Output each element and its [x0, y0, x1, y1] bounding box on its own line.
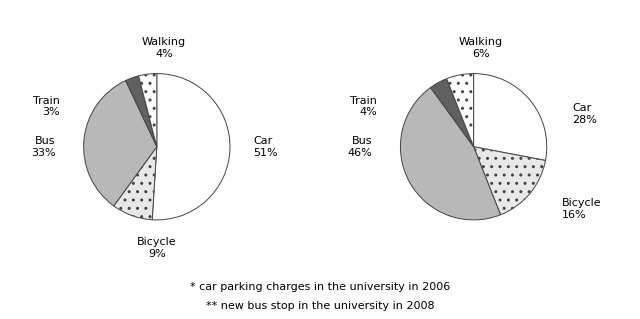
Text: ** new bus stop in the university in 2008: ** new bus stop in the university in 200… [205, 301, 435, 311]
Wedge shape [431, 79, 474, 147]
Text: Train
4%: Train 4% [350, 96, 377, 117]
Text: Bus
46%: Bus 46% [348, 136, 372, 158]
Wedge shape [447, 74, 474, 147]
Text: Bicycle
9%: Bicycle 9% [137, 237, 177, 258]
Text: Bus
33%: Bus 33% [31, 136, 56, 158]
Wedge shape [125, 76, 157, 147]
Text: Bicycle
16%: Bicycle 16% [561, 198, 601, 220]
Text: Car
28%: Car 28% [572, 103, 597, 125]
Text: Car
51%: Car 51% [253, 136, 278, 158]
Wedge shape [401, 87, 500, 220]
Text: Train
3%: Train 3% [33, 96, 60, 117]
Wedge shape [474, 74, 547, 160]
Text: Walking
6%: Walking 6% [459, 37, 503, 59]
Wedge shape [474, 147, 545, 215]
Text: * car parking charges in the university in 2006: * car parking charges in the university … [190, 282, 450, 292]
Wedge shape [114, 147, 157, 220]
Wedge shape [152, 74, 230, 220]
Wedge shape [139, 74, 157, 147]
Wedge shape [84, 80, 157, 206]
Text: Walking
4%: Walking 4% [142, 37, 186, 59]
